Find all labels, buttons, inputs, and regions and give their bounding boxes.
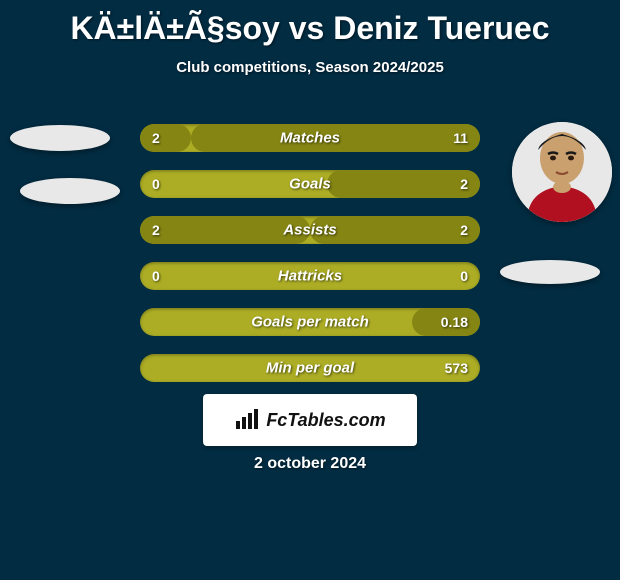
player-right-avatar <box>512 122 612 222</box>
stat-bar-hattricks: 0 Hattricks 0 <box>140 262 480 290</box>
stat-value-right: 2 <box>460 222 468 238</box>
stat-bar-goals-per-match: Goals per match 0.18 <box>140 308 480 336</box>
bar-chart-icon <box>234 409 260 431</box>
stat-value-left: 2 <box>152 222 160 238</box>
player-left-avatar-placeholder <box>10 125 110 151</box>
site-logo-text: FcTables.com <box>266 410 385 431</box>
bar-fill-left <box>140 124 191 152</box>
stat-value-left: 0 <box>152 176 160 192</box>
page-date: 2 october 2024 <box>254 455 366 473</box>
stat-bar-matches: 2 Matches 11 <box>140 124 480 152</box>
player-left-team-placeholder <box>20 178 120 204</box>
stat-value-right: 11 <box>453 130 468 146</box>
page-subtitle: Club competitions, Season 2024/2025 <box>0 59 620 76</box>
site-logo[interactable]: FcTables.com <box>203 394 417 446</box>
stat-bars: 2 Matches 11 0 Goals 2 2 Assists 2 0 Hat… <box>140 124 480 400</box>
player-right-team-placeholder <box>500 260 600 284</box>
stat-label: Goals <box>289 176 331 193</box>
page-title: KÄ±lÄ±Ã§soy vs Deniz Tueruec <box>0 0 620 47</box>
stat-bar-goals: 0 Goals 2 <box>140 170 480 198</box>
stat-bar-min-per-goal: Min per goal 573 <box>140 354 480 382</box>
stat-label: Assists <box>283 222 336 239</box>
stat-label: Matches <box>280 130 340 147</box>
bar-fill-right <box>327 170 480 198</box>
stat-value-right: 0.18 <box>441 314 468 330</box>
stat-value-right: 2 <box>460 176 468 192</box>
avatar-icon <box>512 122 612 222</box>
stat-label: Goals per match <box>251 314 369 331</box>
stat-value-right: 0 <box>460 268 468 284</box>
stat-bar-assists: 2 Assists 2 <box>140 216 480 244</box>
stat-value-right: 573 <box>445 360 468 376</box>
stat-value-left: 0 <box>152 268 160 284</box>
stat-value-left: 2 <box>152 130 160 146</box>
stat-label: Hattricks <box>278 268 342 285</box>
stat-label: Min per goal <box>266 360 354 377</box>
